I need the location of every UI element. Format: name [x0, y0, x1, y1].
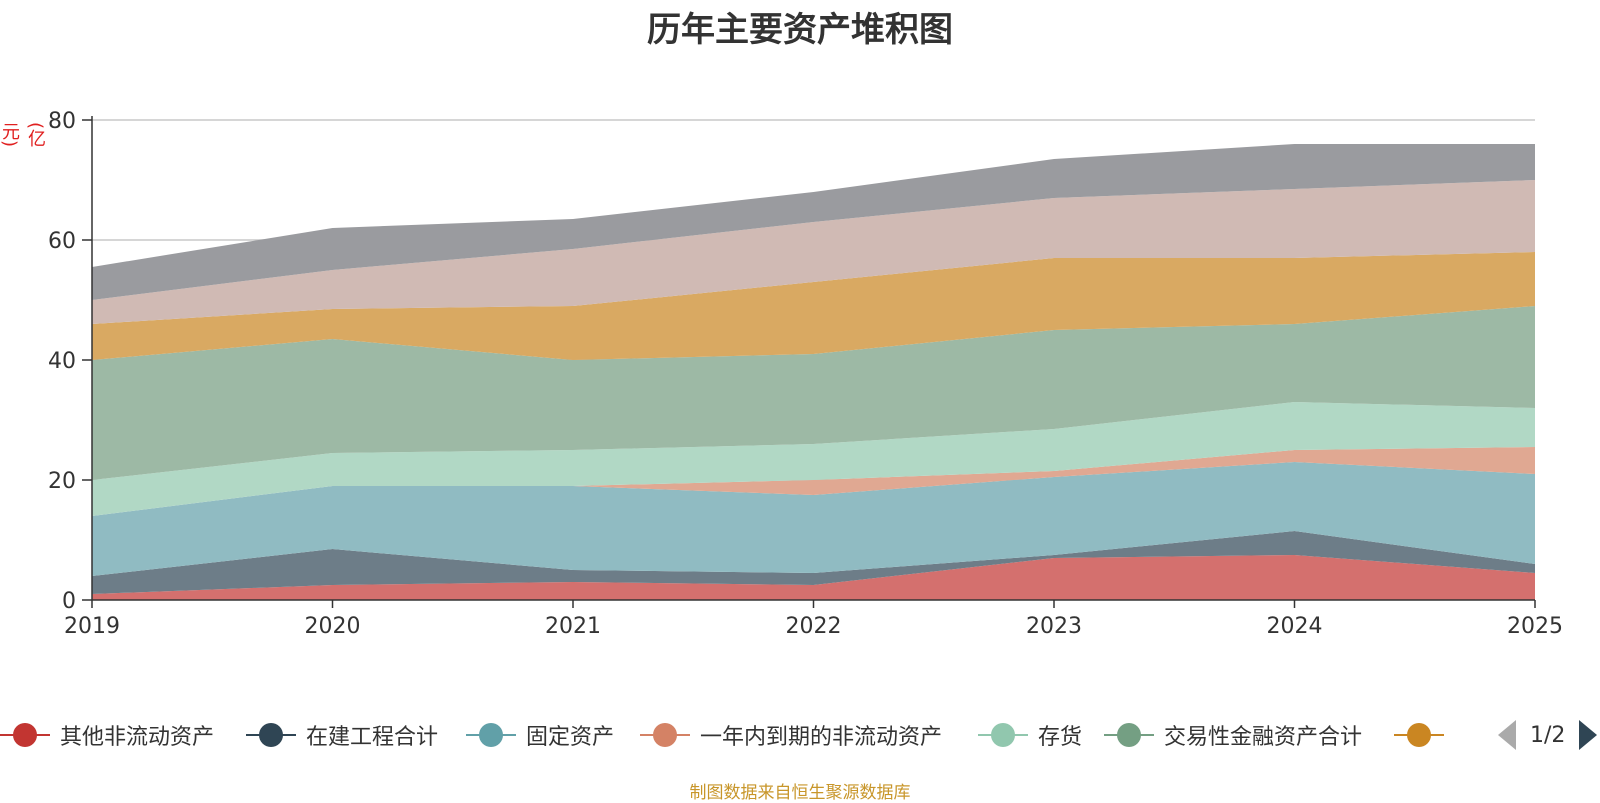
chart-legend: 其他非流动资产 在建工程合计 固定资产 一年内到期的非流动资产 存货 [0, 718, 1600, 752]
x-tick-label: 2024 [1267, 614, 1323, 639]
area-series-0[interactable] [92, 555, 1535, 600]
legend-marker-icon [466, 723, 516, 747]
legend-label: 一年内到期的非流动资产 [700, 725, 943, 750]
legend-dot [259, 723, 283, 747]
x-tick-label: 2025 [1507, 614, 1563, 639]
legend-label: 固定资产 [526, 725, 615, 750]
y-tick-label: 20 [48, 469, 76, 494]
x-tick-label: 2020 [305, 614, 361, 639]
legend-marker-icon [1394, 723, 1444, 747]
legend-dot [991, 723, 1015, 747]
data-source-note: 制图数据来自恒生聚源数据库 [689, 783, 911, 803]
legend-dot [1407, 723, 1431, 747]
area-series-7[interactable] [92, 180, 1535, 324]
legend-item[interactable]: 交易性金融资产合计 [1104, 718, 1362, 752]
legend-item[interactable]: 固定资产 [466, 718, 614, 752]
legend-item[interactable]: 一年内到期的非流动资产 [640, 718, 942, 752]
y-tick-label: 60 [48, 229, 76, 254]
area-series-3[interactable] [92, 447, 1535, 516]
area-series-1[interactable] [92, 531, 1535, 594]
legend-marker-icon [1104, 723, 1154, 747]
legend-item[interactable]: 其他非流动资产 [0, 718, 214, 752]
legend-dot [1117, 723, 1141, 747]
legend-item[interactable]: 存货 [978, 718, 1082, 752]
area-series-8[interactable] [92, 144, 1535, 300]
legend-marker-icon [640, 723, 690, 747]
y-axis-unit: (亿元) [0, 122, 46, 148]
legend-page-indicator: 1/2 [1530, 722, 1566, 748]
chart-title: 历年主要资产堆积图 [647, 10, 953, 50]
legend-dot [13, 723, 37, 747]
y-tick-label: 80 [48, 109, 76, 134]
area-series-4[interactable] [92, 402, 1535, 516]
next-page-icon[interactable] [1579, 720, 1598, 750]
x-tick-label: 2022 [786, 614, 842, 639]
legend-item[interactable] [1394, 718, 1444, 752]
legend-label: 其他非流动资产 [60, 725, 215, 750]
legend-dot [653, 723, 677, 747]
legend-marker-icon [0, 723, 50, 747]
legend-marker-icon [978, 723, 1028, 747]
legend-pager: 1/2 [1498, 718, 1598, 752]
y-tick-label: 0 [62, 589, 76, 614]
legend-item[interactable]: 在建工程合计 [246, 718, 438, 752]
legend-marker-icon [246, 723, 296, 747]
x-tick-label: 2023 [1026, 614, 1082, 639]
legend-label: 在建工程合计 [306, 725, 439, 750]
area-series-6[interactable] [92, 252, 1535, 360]
y-tick-label: 40 [48, 349, 76, 374]
legend-label: 交易性金融资产合计 [1164, 725, 1363, 750]
x-tick-label: 2019 [64, 614, 120, 639]
legend-label: 存货 [1038, 725, 1083, 750]
area-series-2[interactable] [92, 462, 1535, 576]
previous-page-icon[interactable] [1498, 720, 1516, 750]
x-tick-label: 2021 [545, 614, 601, 639]
legend-dot [479, 723, 503, 747]
